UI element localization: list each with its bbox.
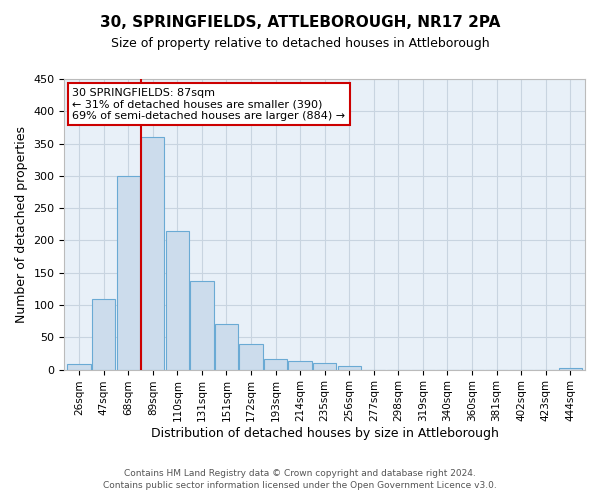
Text: Contains public sector information licensed under the Open Government Licence v3: Contains public sector information licen… [103, 481, 497, 490]
Bar [239, 344, 263, 370]
Bar [116, 176, 140, 370]
Bar [313, 363, 337, 370]
Bar [289, 361, 312, 370]
Text: 30 SPRINGFIELDS: 87sqm
← 31% of detached houses are smaller (390)
69% of semi-de: 30 SPRINGFIELDS: 87sqm ← 31% of detached… [72, 88, 346, 121]
Bar [92, 298, 115, 370]
Text: Size of property relative to detached houses in Attleborough: Size of property relative to detached ho… [110, 38, 490, 51]
Bar [264, 360, 287, 370]
Bar [166, 231, 189, 370]
Bar [67, 364, 91, 370]
Bar [215, 324, 238, 370]
Bar [190, 281, 214, 370]
Text: Contains HM Land Registry data © Crown copyright and database right 2024.: Contains HM Land Registry data © Crown c… [124, 468, 476, 477]
X-axis label: Distribution of detached houses by size in Attleborough: Distribution of detached houses by size … [151, 427, 499, 440]
Bar [141, 137, 164, 370]
Bar [559, 368, 582, 370]
Y-axis label: Number of detached properties: Number of detached properties [15, 126, 28, 323]
Text: 30, SPRINGFIELDS, ATTLEBOROUGH, NR17 2PA: 30, SPRINGFIELDS, ATTLEBOROUGH, NR17 2PA [100, 15, 500, 30]
Bar [338, 366, 361, 370]
